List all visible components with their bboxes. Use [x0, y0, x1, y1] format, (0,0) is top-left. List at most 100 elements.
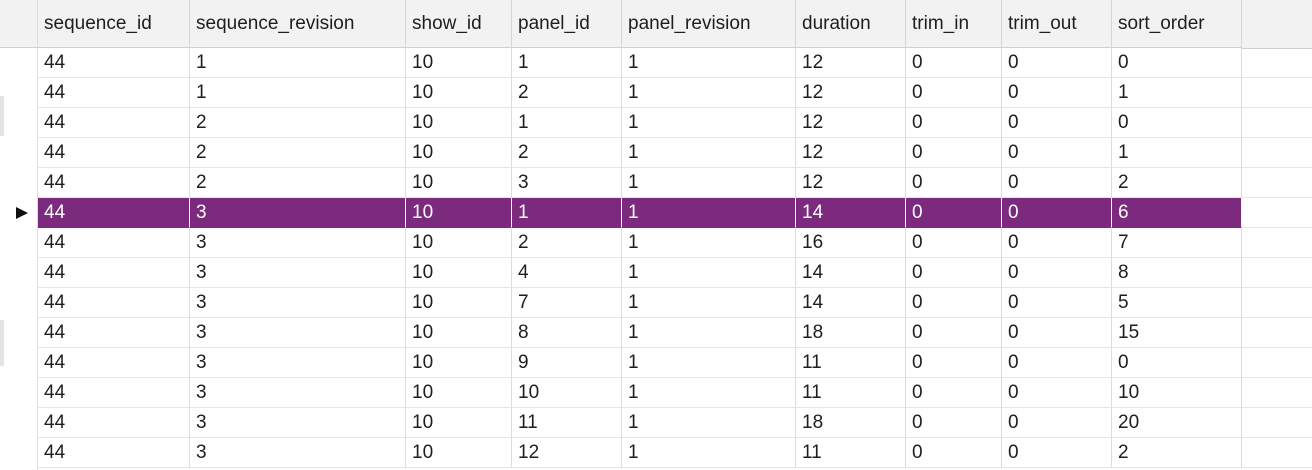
table-cell: 0	[906, 198, 1002, 228]
table-cell: 8	[512, 318, 622, 348]
row-filler	[1242, 438, 1312, 468]
table-cell: 1	[190, 48, 406, 78]
table-cell: 12	[796, 108, 906, 138]
table-cell: 1	[190, 78, 406, 108]
row-filler	[1242, 78, 1312, 108]
table-cell: 10	[406, 318, 512, 348]
table-cell: 10	[406, 348, 512, 378]
table-cell: 0	[1002, 318, 1112, 348]
table-cell: 0	[906, 108, 1002, 138]
table-cell: 1	[622, 78, 796, 108]
table-cell: 12	[796, 78, 906, 108]
table-cell: 44	[38, 168, 190, 198]
table-cell: 0	[1002, 228, 1112, 258]
gutter-edge	[0, 96, 4, 136]
table-cell: 10	[406, 228, 512, 258]
gutter-edge	[0, 320, 4, 366]
table-cell: 44	[38, 348, 190, 378]
table-cell: 1	[1112, 138, 1242, 168]
table-cell: 20	[1112, 408, 1242, 438]
table-cell: 3	[190, 408, 406, 438]
row-filler	[1242, 348, 1312, 378]
table-cell: 3	[190, 288, 406, 318]
table-cell: 1	[622, 288, 796, 318]
table-cell: 8	[1112, 258, 1242, 288]
table-cell: 3	[512, 168, 622, 198]
table-cell: 0	[906, 378, 1002, 408]
table-cell: 3	[190, 198, 406, 228]
column-header: sequence_revision	[190, 0, 406, 48]
column-header: panel_revision	[622, 0, 796, 48]
table-cell: 3	[190, 258, 406, 288]
table-cell: 10	[512, 378, 622, 408]
table-cell: 10	[406, 288, 512, 318]
table-cell: 0	[906, 228, 1002, 258]
row-filler	[1242, 48, 1312, 78]
table-cell: 3	[190, 348, 406, 378]
table-cell: 44	[38, 228, 190, 258]
row-filler	[1242, 288, 1312, 318]
table-cell: 44	[38, 408, 190, 438]
table-cell: 1	[622, 168, 796, 198]
table-cell: 11	[796, 378, 906, 408]
table-cell: 0	[1112, 48, 1242, 78]
row-filler	[1242, 108, 1312, 138]
table-cell: 11	[512, 408, 622, 438]
table-cell: 1	[622, 348, 796, 378]
table-cell: 44	[38, 378, 190, 408]
header-filler	[1242, 0, 1312, 49]
table-cell: 1	[622, 198, 796, 228]
table-cell: 4	[512, 258, 622, 288]
table-cell: 14	[796, 198, 906, 228]
table-cell: 1	[622, 318, 796, 348]
table-cell: 2	[512, 228, 622, 258]
table-cell: 7	[1112, 228, 1242, 258]
table-cell: 44	[38, 78, 190, 108]
table-cell: 0	[906, 78, 1002, 108]
table-cell: 2	[190, 168, 406, 198]
table-cell: 2	[190, 138, 406, 168]
row-gutter	[0, 48, 38, 470]
table-cell: 1	[622, 438, 796, 468]
table-cell: 12	[796, 48, 906, 78]
current-row-indicator	[16, 207, 28, 219]
table-cell: 44	[38, 288, 190, 318]
table-cell: 2	[512, 78, 622, 108]
table-cell: 1	[512, 48, 622, 78]
row-filler	[1242, 198, 1312, 228]
column-header: sequence_id	[38, 0, 190, 48]
table-cell: 44	[38, 258, 190, 288]
table-cell: 10	[406, 438, 512, 468]
table-cell: 0	[906, 258, 1002, 288]
table-cell: 9	[512, 348, 622, 378]
table-cell: 15	[1112, 318, 1242, 348]
table-cell: 0	[1002, 48, 1112, 78]
table-cell: 44	[38, 48, 190, 78]
table-cell: 0	[906, 288, 1002, 318]
table-cell: 1	[1112, 78, 1242, 108]
table-cell: 12	[512, 438, 622, 468]
table-cell: 10	[406, 198, 512, 228]
table-cell: 1	[622, 48, 796, 78]
column-header: trim_in	[906, 0, 1002, 48]
row-filler	[1242, 318, 1312, 348]
table-cell: 0	[1002, 138, 1112, 168]
table-cell: 10	[406, 48, 512, 78]
table-cell: 10	[406, 168, 512, 198]
table-cell: 11	[796, 348, 906, 378]
table-cell: 1	[512, 108, 622, 138]
table-cell: 1	[622, 108, 796, 138]
table-cell: 12	[796, 168, 906, 198]
row-filler	[1242, 168, 1312, 198]
table-cell: 44	[38, 438, 190, 468]
table-cell: 7	[512, 288, 622, 318]
table-cell: 3	[190, 318, 406, 348]
table-cell: 2	[1112, 168, 1242, 198]
row-filler	[1242, 378, 1312, 408]
table-cell: 1	[512, 198, 622, 228]
table-cell: 1	[622, 228, 796, 258]
row-filler	[1242, 138, 1312, 168]
column-header: duration	[796, 0, 906, 48]
table-cell: 6	[1112, 198, 1242, 228]
